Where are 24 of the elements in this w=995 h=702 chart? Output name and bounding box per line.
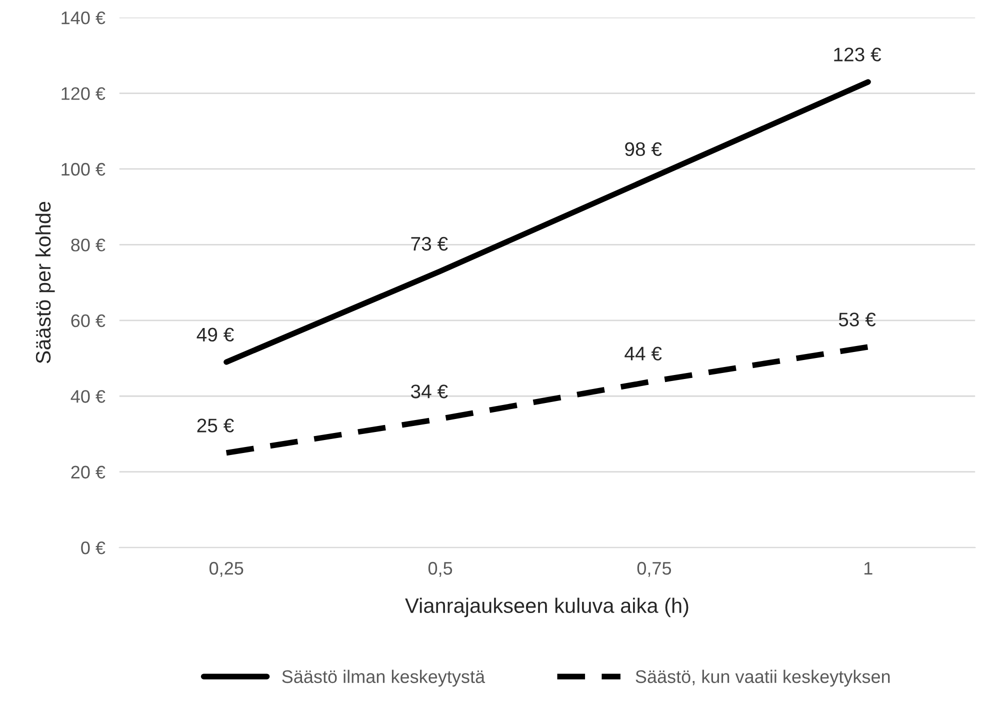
data-label: 123 € (834, 48, 882, 62)
data-label: 34 € (410, 384, 448, 398)
y-tick-label: 120 € (62, 87, 106, 100)
data-label: 25 € (197, 418, 234, 432)
y-tick-label: 60 € (71, 314, 106, 328)
data-label: 44 € (624, 346, 662, 360)
x-tick-label: 0,25 (210, 562, 244, 577)
y-tick-label: 140 € (62, 11, 106, 24)
x-tick-label: 0,75 (637, 562, 672, 577)
x-tick-label: 1 (864, 562, 872, 575)
y-tick-label: 100 € (62, 162, 106, 176)
data-label: 98 € (625, 142, 662, 156)
y-tick-label: 40 € (70, 390, 106, 403)
y-tick-label: 0 € (81, 541, 106, 554)
y-tick-label: 20 € (71, 466, 106, 479)
data-label: 49 € (196, 328, 234, 342)
legend-label: Säästö ilman keskeytystä (282, 670, 486, 687)
data-label: 73 € (411, 236, 448, 251)
y-axis-title: Säästö per kohde (35, 202, 55, 364)
x-tick-label: 0,5 (428, 562, 452, 577)
legend-label: Säästö, kun vaatii keskeytyksen (636, 670, 890, 687)
x-axis-title: Vianrajaukseen kuluva aika (h) (405, 598, 688, 618)
y-tick-label: 80 € (71, 238, 106, 252)
data-label: 53 € (838, 312, 876, 326)
